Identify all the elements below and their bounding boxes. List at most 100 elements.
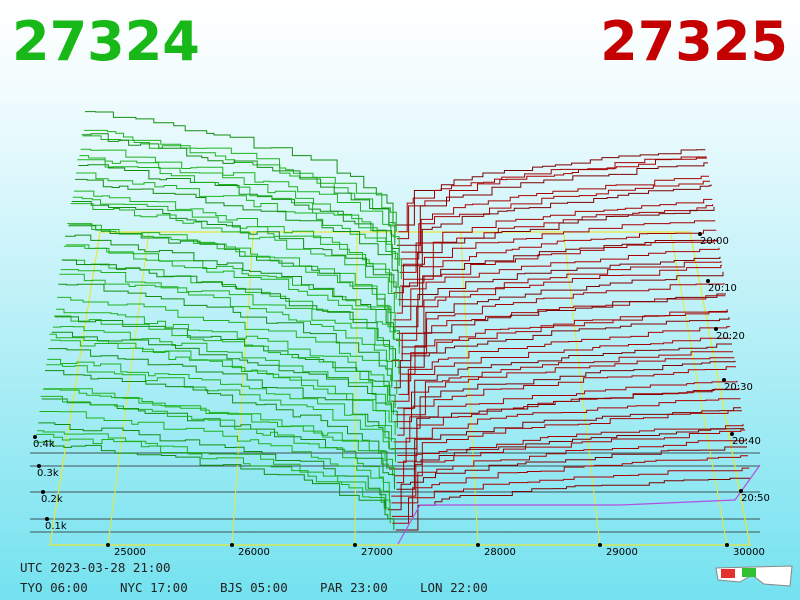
bid-depth-line (43, 388, 393, 476)
bid-depth-line (59, 273, 393, 381)
tick-dot (353, 543, 357, 547)
ask-depth-line (400, 206, 715, 287)
ask-depth-line (401, 271, 724, 348)
tick-dot (37, 464, 41, 468)
ask-depth-line (395, 351, 733, 416)
bid-depth-line (76, 172, 402, 280)
bid-depth-line (37, 430, 391, 517)
ask-depth-line (391, 429, 745, 497)
time-label: 20:20 (716, 331, 745, 342)
tick-dot (714, 327, 718, 331)
volume-label: 0.3k (37, 468, 59, 479)
ask-front-edge (397, 464, 761, 545)
price-label: 28000 (484, 547, 516, 558)
price-label: 29000 (606, 547, 638, 558)
city-time: NYC 17:00 (120, 580, 188, 595)
bid-depth-line (45, 370, 388, 469)
bid-depth-line (66, 244, 395, 341)
price-label: 27000 (361, 547, 393, 558)
bid-depth-line (75, 178, 399, 286)
bid-depth-line (35, 440, 395, 530)
bid-depth-line (77, 159, 399, 273)
ask-depth-line (397, 366, 736, 436)
price-label: 25000 (114, 547, 146, 558)
ask-depth-line (394, 180, 710, 260)
city-time: LON 22:00 (420, 580, 488, 595)
ask-depth-line (397, 343, 732, 409)
ask-depth-line (396, 428, 744, 490)
bid-depth-line (85, 111, 394, 225)
tick-dot (722, 378, 726, 382)
ask-depth-line (388, 407, 741, 470)
bid-depth-line (58, 283, 393, 388)
time-label: 20:30 (724, 382, 753, 393)
ask-depth-line (387, 446, 747, 511)
bid-depth-line (70, 203, 395, 314)
ask-depth-line (398, 326, 730, 395)
bid-depth-line (39, 411, 390, 503)
ask-depth-line (401, 238, 718, 307)
tick-dot (33, 435, 37, 439)
ask-depth-line (394, 310, 728, 382)
ask-depth-line (391, 337, 731, 402)
bid-depth-line (53, 315, 394, 415)
ask-depth-line (399, 360, 736, 429)
bid-price: 27324 (12, 10, 200, 73)
tick-dot (230, 543, 234, 547)
ask-depth-line (397, 157, 707, 240)
ask-depth-line (401, 184, 712, 267)
bid-depth-line (51, 331, 398, 429)
ask-depth-line (403, 204, 714, 280)
ask-depth-line (393, 317, 730, 389)
ask-depth-line (401, 283, 725, 355)
tick-dot (739, 489, 743, 493)
ask-depth-line (401, 175, 709, 253)
bid-depth-line (42, 388, 395, 483)
bid-depth-line (82, 135, 396, 239)
bid-depth-line (73, 190, 393, 293)
bid-depth-line (61, 259, 396, 368)
bid-depth-line (47, 358, 396, 456)
time-label: 20:40 (732, 436, 761, 447)
ask-depth-line (397, 398, 741, 463)
utc-time: UTC 2023-03-28 21:00 (20, 560, 171, 575)
tick-dot (706, 279, 710, 283)
price-grid-line (231, 231, 254, 546)
tick-dot (476, 543, 480, 547)
ask-depth-line (396, 162, 708, 246)
bid-depth-line (63, 245, 400, 354)
ask-price: 27325 (600, 10, 788, 73)
ask-depth-line (396, 240, 719, 314)
ask-depth-line (394, 410, 742, 477)
tick-dot (45, 517, 49, 521)
city-time: TYO 06:00 (20, 580, 88, 595)
depth-lines (35, 111, 761, 545)
bid-depth-line (81, 133, 396, 246)
ask-depth-line (398, 156, 707, 233)
price-grid-line (670, 231, 728, 546)
bid-depth-line (57, 296, 398, 395)
bid-depth-line (67, 223, 396, 334)
volume-label: 0.1k (45, 521, 67, 532)
ask-depth-line (393, 247, 720, 321)
tick-dot (41, 490, 45, 494)
tick-dot (725, 543, 729, 547)
ask-depth-line (391, 438, 747, 504)
bid-depth-line (78, 164, 400, 266)
red-lens (721, 569, 735, 578)
bid-depth-line (38, 422, 387, 510)
ask-depth-line (392, 455, 748, 517)
ask-depth-line (397, 388, 740, 456)
ask-depth-line (398, 229, 717, 301)
ask-depth-line (392, 256, 721, 328)
tick-dot (698, 232, 702, 236)
tick-dot (598, 543, 602, 547)
price-label: 30000 (733, 547, 765, 558)
city-time: BJS 05:00 (220, 580, 288, 595)
city-time: PAR 23:00 (320, 580, 388, 595)
ask-depth-line (395, 149, 706, 226)
ask-depth-line (393, 357, 735, 423)
bid-depth-line (71, 201, 401, 307)
volume-label: 0.2k (41, 494, 63, 505)
ask-depth-line (399, 198, 713, 273)
